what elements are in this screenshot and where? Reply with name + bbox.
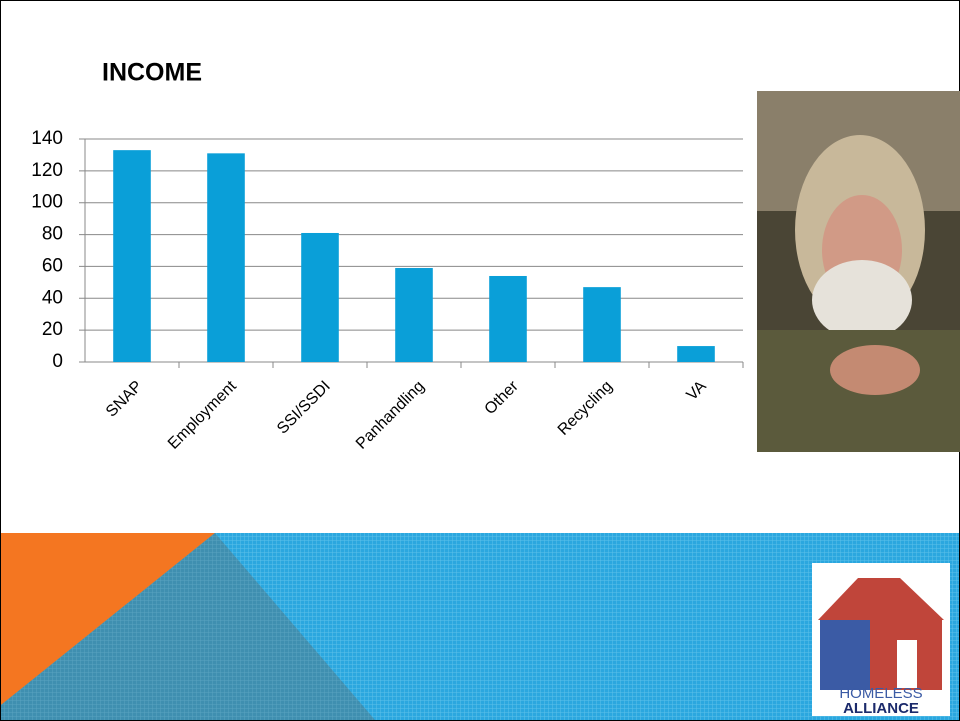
y-tick-label: 140: [31, 128, 63, 149]
bar: [113, 150, 151, 362]
gray-triangle: [1, 533, 375, 720]
logo-line-2: ALLIANCE: [843, 700, 919, 717]
y-tick-label: 0: [52, 351, 63, 372]
bar: [489, 275, 527, 362]
y-tick-label: 40: [42, 287, 63, 308]
chart-title: INCOME: [102, 59, 202, 87]
y-tick-label: 100: [31, 192, 63, 213]
photo: [757, 91, 960, 452]
bar: [395, 268, 433, 362]
logo-line-1: HOMELESS: [839, 685, 922, 702]
y-tick-label: 80: [42, 224, 63, 245]
y-tick-label: 60: [42, 255, 63, 276]
bar: [583, 287, 621, 362]
bar: [207, 153, 245, 362]
logo: HOMELESS ALLIANCE: [812, 563, 950, 717]
bar: [677, 346, 715, 362]
y-tick-label: 120: [31, 160, 63, 181]
bar: [301, 232, 339, 362]
y-tick-label: 20: [42, 319, 63, 340]
